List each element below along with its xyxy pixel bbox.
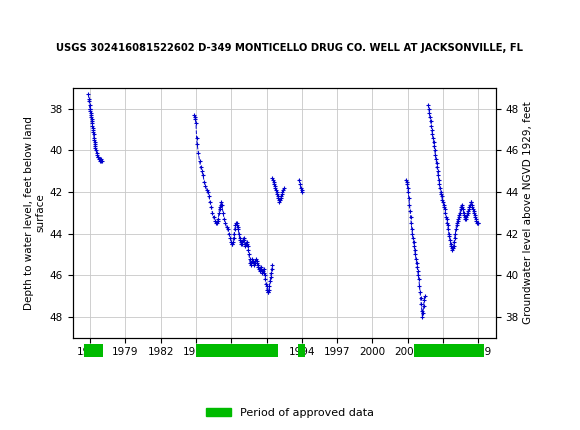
Text: ▒USGS: ▒USGS [12, 9, 61, 29]
Legend: Period of approved data: Period of approved data [202, 403, 378, 422]
Bar [414, 344, 484, 357]
Bar [298, 344, 305, 357]
Bar [196, 344, 278, 357]
Bar [84, 344, 103, 357]
Y-axis label: Groundwater level above NGVD 1929, feet: Groundwater level above NGVD 1929, feet [523, 101, 533, 324]
Y-axis label: Depth to water level, feet below land
surface: Depth to water level, feet below land su… [24, 116, 45, 310]
Text: USGS 302416081522602 D-349 MONTICELLO DRUG CO. WELL AT JACKSONVILLE, FL: USGS 302416081522602 D-349 MONTICELLO DR… [56, 43, 524, 53]
